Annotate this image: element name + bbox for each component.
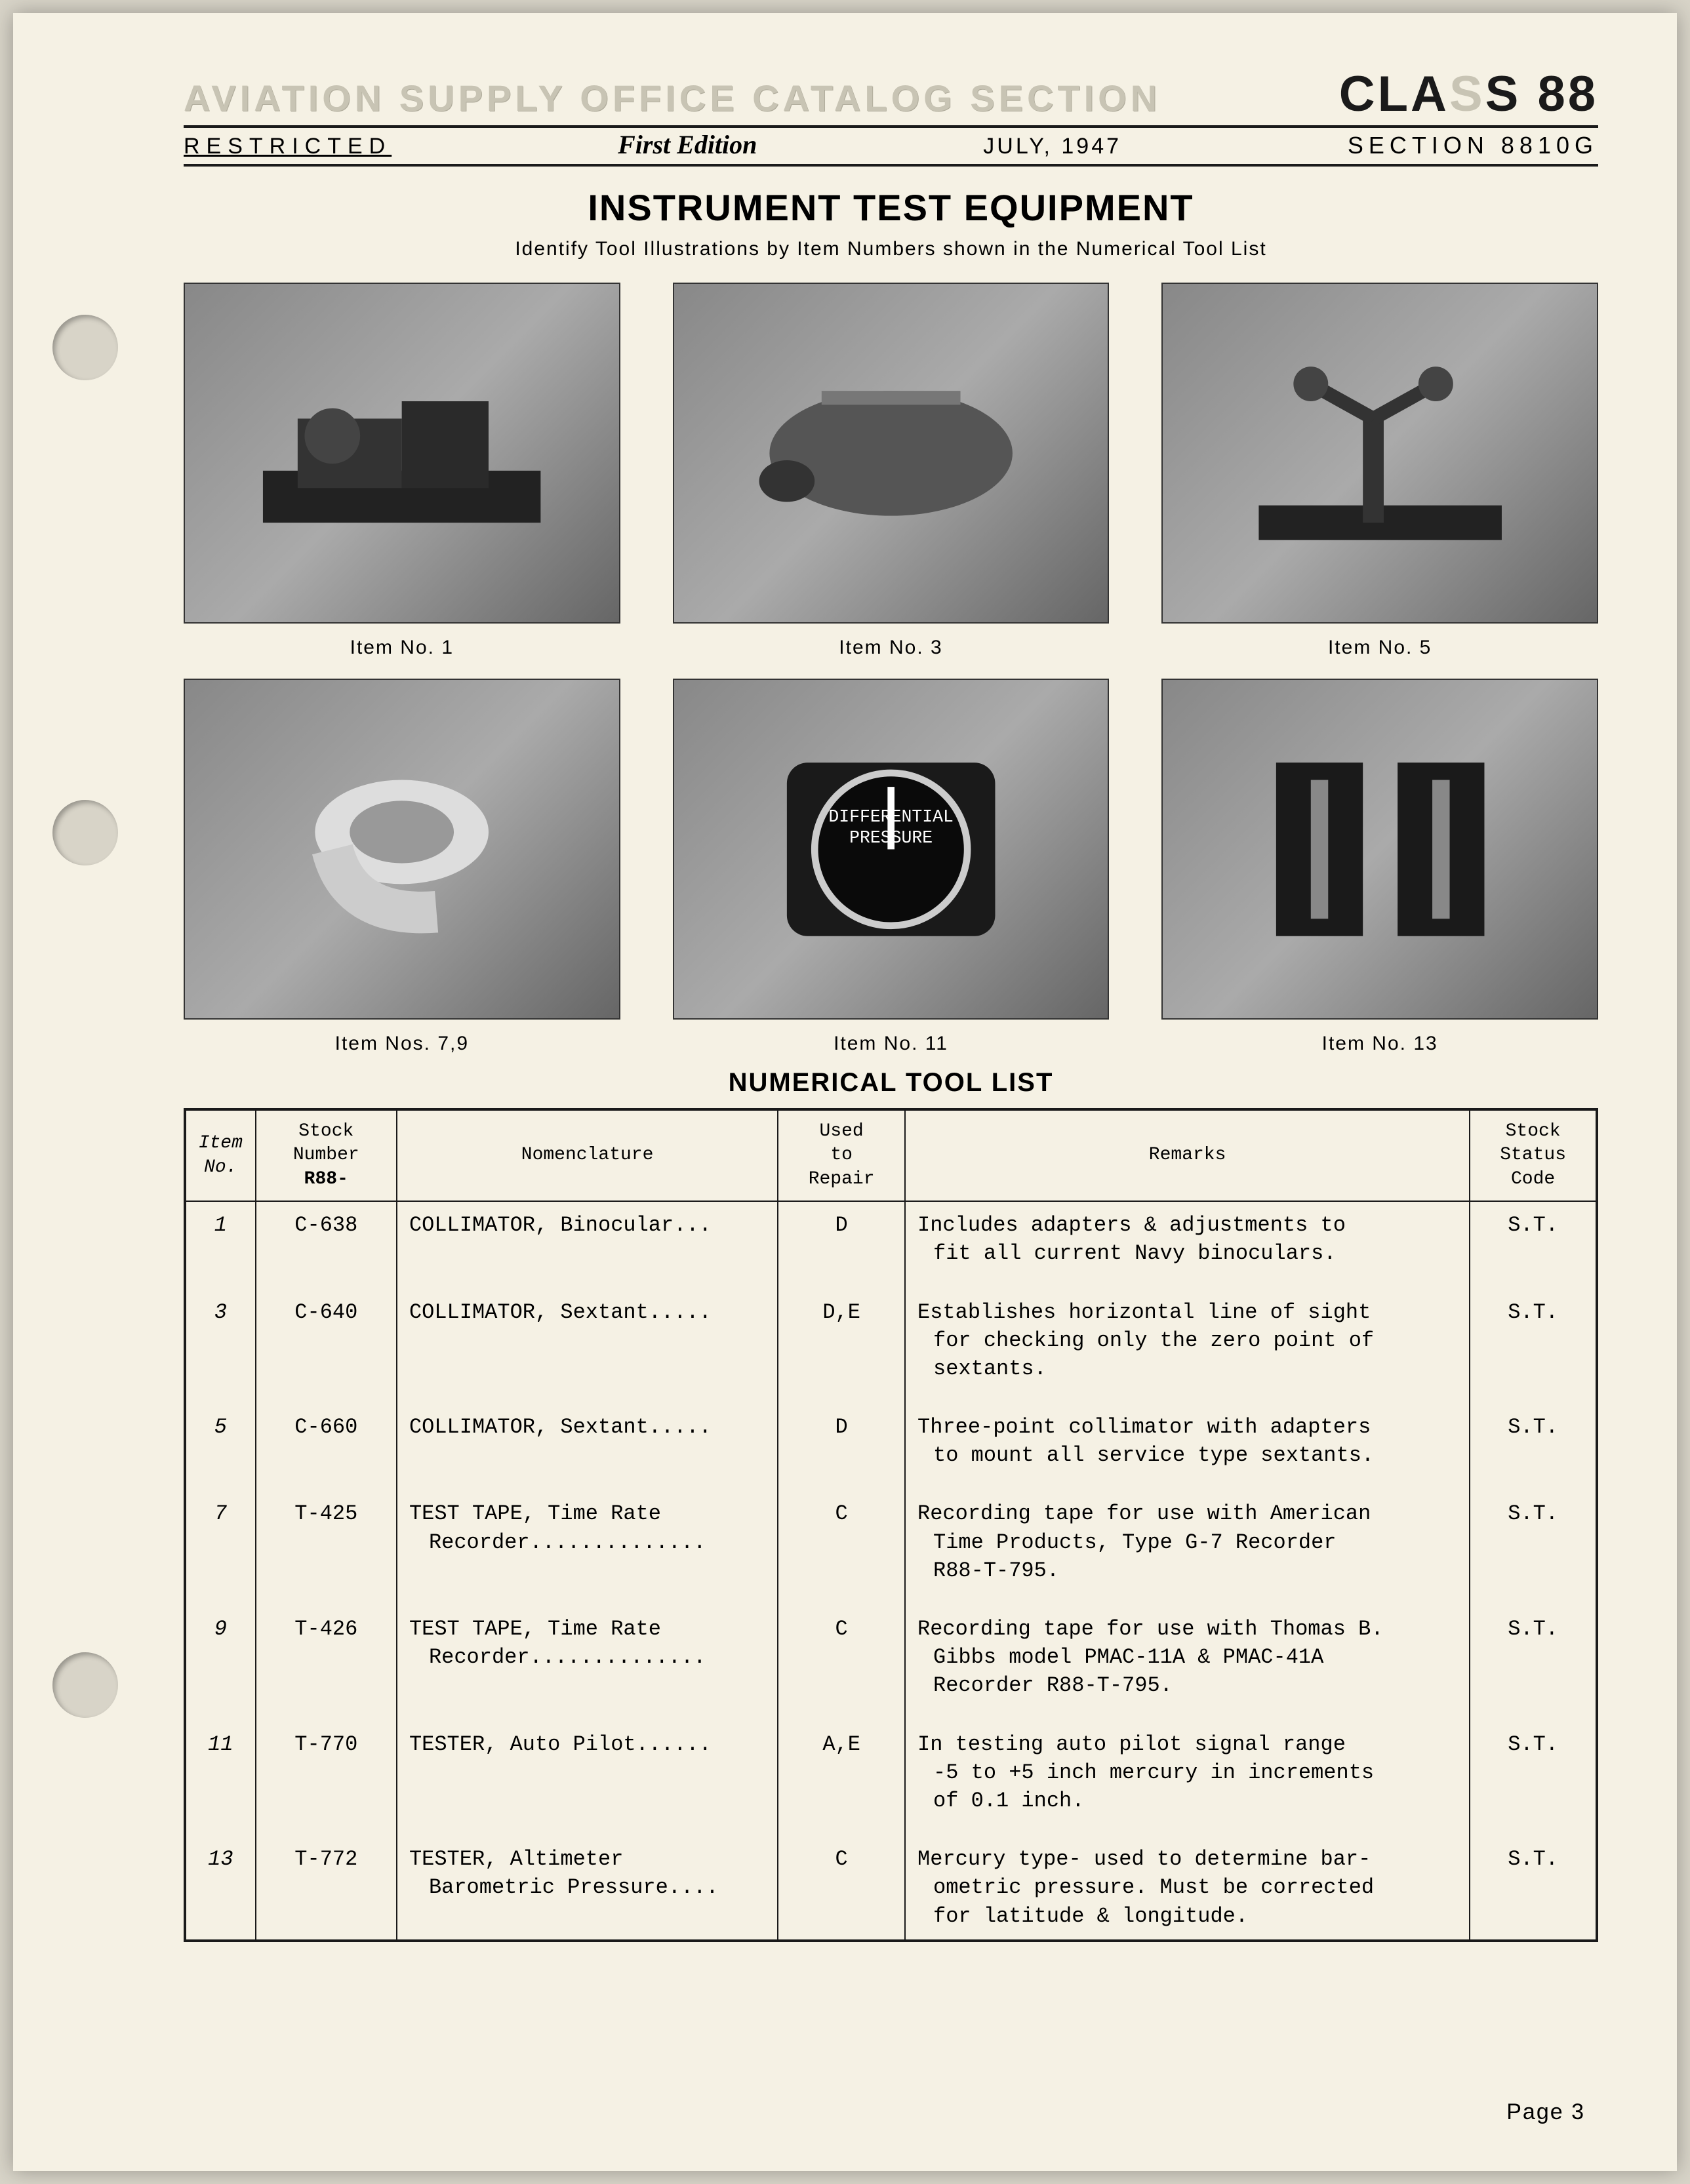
table-cell: S.T. xyxy=(1470,1721,1597,1825)
page-number: Page 3 xyxy=(1506,2099,1585,2125)
item-caption: Item No. 1 xyxy=(184,637,620,659)
punch-hole xyxy=(52,315,118,380)
edition-label: First Edition xyxy=(618,129,757,160)
grid-cell: DIFFERENTIALPRESSURE Item No. 11 xyxy=(673,679,1110,1055)
instrument-photo-1 xyxy=(184,283,620,624)
table-cell: C xyxy=(778,1836,905,1941)
list-title: NUMERICAL TOOL LIST xyxy=(184,1068,1598,1098)
table-row: 3C-640COLLIMATOR, Sextant.....D,EEstabli… xyxy=(185,1289,1597,1393)
table-cell: D xyxy=(778,1201,905,1277)
grid-cell: Item No. 13 xyxy=(1161,679,1598,1055)
table-cell: COLLIMATOR, Binocular... xyxy=(397,1201,778,1277)
grid-cell: Item Nos. 7,9 xyxy=(184,679,620,1055)
col-remarks-header: Remarks xyxy=(905,1109,1470,1201)
table-cell: Three-point collimator with adaptersto m… xyxy=(905,1404,1470,1479)
table-cell: TEST TAPE, Time RateRecorder............… xyxy=(397,1606,778,1709)
svg-text:DIFFERENTIAL: DIFFERENTIAL xyxy=(828,807,954,827)
table-cell: C-660 xyxy=(256,1404,397,1479)
table-row: 11T-770TESTER, Auto Pilot......A,EIn tes… xyxy=(185,1721,1597,1825)
table-cell: C xyxy=(778,1490,905,1594)
table-cell: S.T. xyxy=(1470,1606,1597,1709)
table-cell: COLLIMATOR, Sextant..... xyxy=(397,1289,778,1393)
table-cell: C-640 xyxy=(256,1289,397,1393)
table-cell: T-426 xyxy=(256,1606,397,1709)
table-row: 9T-426TEST TAPE, Time RateRecorder......… xyxy=(185,1606,1597,1709)
table-row: 13T-772TESTER, AltimeterBarometric Press… xyxy=(185,1836,1597,1941)
restricted-label: RESTRICTED xyxy=(184,134,392,159)
table-cell: TESTER, Auto Pilot...... xyxy=(397,1721,778,1825)
item-caption: Item No. 5 xyxy=(1161,637,1598,659)
date-label: JULY, 1947 xyxy=(983,134,1121,159)
grid-cell: Item No. 1 xyxy=(184,283,620,659)
instrument-photo-13 xyxy=(1161,679,1598,1020)
grid-cell: Item No. 5 xyxy=(1161,283,1598,659)
tool-list-table: ItemNo. StockNumberR88- Nomenclature Use… xyxy=(184,1108,1598,1942)
table-cell: In testing auto pilot signal range-5 to … xyxy=(905,1721,1470,1825)
table-header-row: ItemNo. StockNumberR88- Nomenclature Use… xyxy=(185,1109,1597,1201)
table-cell: S.T. xyxy=(1470,1490,1597,1594)
table-cell: 7 xyxy=(185,1490,256,1594)
table-cell: 13 xyxy=(185,1836,256,1941)
table-cell: S.T. xyxy=(1470,1289,1597,1393)
col-item-header: ItemNo. xyxy=(185,1109,256,1201)
item-caption: Item Nos. 7,9 xyxy=(184,1033,620,1055)
class-label: CLASS 88 xyxy=(1339,66,1598,123)
table-cell: S.T. xyxy=(1470,1404,1597,1479)
table-cell: Includes adapters & adjustments tofit al… xyxy=(905,1201,1470,1277)
table-cell: Recording tape for use with Thomas B.Gib… xyxy=(905,1606,1470,1709)
table-cell: D,E xyxy=(778,1289,905,1393)
grid-cell: Item No. 3 xyxy=(673,283,1110,659)
table-cell: S.T. xyxy=(1470,1201,1597,1277)
col-status-header: StockStatusCode xyxy=(1470,1109,1597,1201)
col-stock-header: StockNumberR88- xyxy=(256,1109,397,1201)
table-cell: Recording tape for use with AmericanTime… xyxy=(905,1490,1470,1594)
table-cell: TEST TAPE, Time RateRecorder............… xyxy=(397,1490,778,1594)
header-top: AVIATION SUPPLY OFFICE CATALOG SECTION C… xyxy=(184,66,1598,123)
table-cell: A,E xyxy=(778,1721,905,1825)
table-cell: T-770 xyxy=(256,1721,397,1825)
punch-hole xyxy=(52,800,118,865)
section-code: SECTION 8810G xyxy=(1348,132,1598,159)
table-cell: Establishes horizontal line of sightfor … xyxy=(905,1289,1470,1393)
table-body: 1C-638COLLIMATOR, Binocular...DIncludes … xyxy=(185,1201,1597,1941)
table-cell: Mercury type- used to determine bar-omet… xyxy=(905,1836,1470,1941)
table-cell: 5 xyxy=(185,1404,256,1479)
svg-text:PRESSURE: PRESSURE xyxy=(849,827,933,847)
table-cell: 9 xyxy=(185,1606,256,1709)
item-caption: Item No. 13 xyxy=(1161,1033,1598,1055)
punch-hole xyxy=(52,1652,118,1718)
table-row: 7T-425TEST TAPE, Time RateRecorder......… xyxy=(185,1490,1597,1594)
table-cell: 11 xyxy=(185,1721,256,1825)
table-cell: C-638 xyxy=(256,1201,397,1277)
item-caption: Item No. 11 xyxy=(673,1033,1110,1055)
table-cell: C xyxy=(778,1606,905,1709)
table-cell: TESTER, AltimeterBarometric Pressure.... xyxy=(397,1836,778,1941)
instrument-photo-3 xyxy=(673,283,1110,624)
table-cell: T-772 xyxy=(256,1836,397,1941)
table-cell: COLLIMATOR, Sextant..... xyxy=(397,1404,778,1479)
table-cell: T-425 xyxy=(256,1490,397,1594)
image-grid: Item No. 1 Item No. 3 Item No. 5 Item No… xyxy=(184,283,1598,1055)
table-cell: 1 xyxy=(185,1201,256,1277)
subtitle: Identify Tool Illustrations by Item Numb… xyxy=(184,238,1598,260)
table-row: 1C-638COLLIMATOR, Binocular...DIncludes … xyxy=(185,1201,1597,1277)
instrument-photo-7-9 xyxy=(184,679,620,1020)
header-line: RESTRICTED First Edition JULY, 1947 SECT… xyxy=(184,125,1598,167)
catalog-page: AVIATION SUPPLY OFFICE CATALOG SECTION C… xyxy=(13,13,1677,2171)
main-title: INSTRUMENT TEST EQUIPMENT xyxy=(184,186,1598,229)
catalog-title: AVIATION SUPPLY OFFICE CATALOG SECTION xyxy=(184,77,1161,119)
item-caption: Item No. 3 xyxy=(673,637,1110,659)
col-nom-header: Nomenclature xyxy=(397,1109,778,1201)
instrument-photo-5 xyxy=(1161,283,1598,624)
table-cell: D xyxy=(778,1404,905,1479)
table-cell: S.T. xyxy=(1470,1836,1597,1941)
col-used-header: UsedtoRepair xyxy=(778,1109,905,1201)
instrument-photo-11: DIFFERENTIALPRESSURE xyxy=(673,679,1110,1020)
table-row: 5C-660COLLIMATOR, Sextant.....DThree-poi… xyxy=(185,1404,1597,1479)
table-cell: 3 xyxy=(185,1289,256,1393)
